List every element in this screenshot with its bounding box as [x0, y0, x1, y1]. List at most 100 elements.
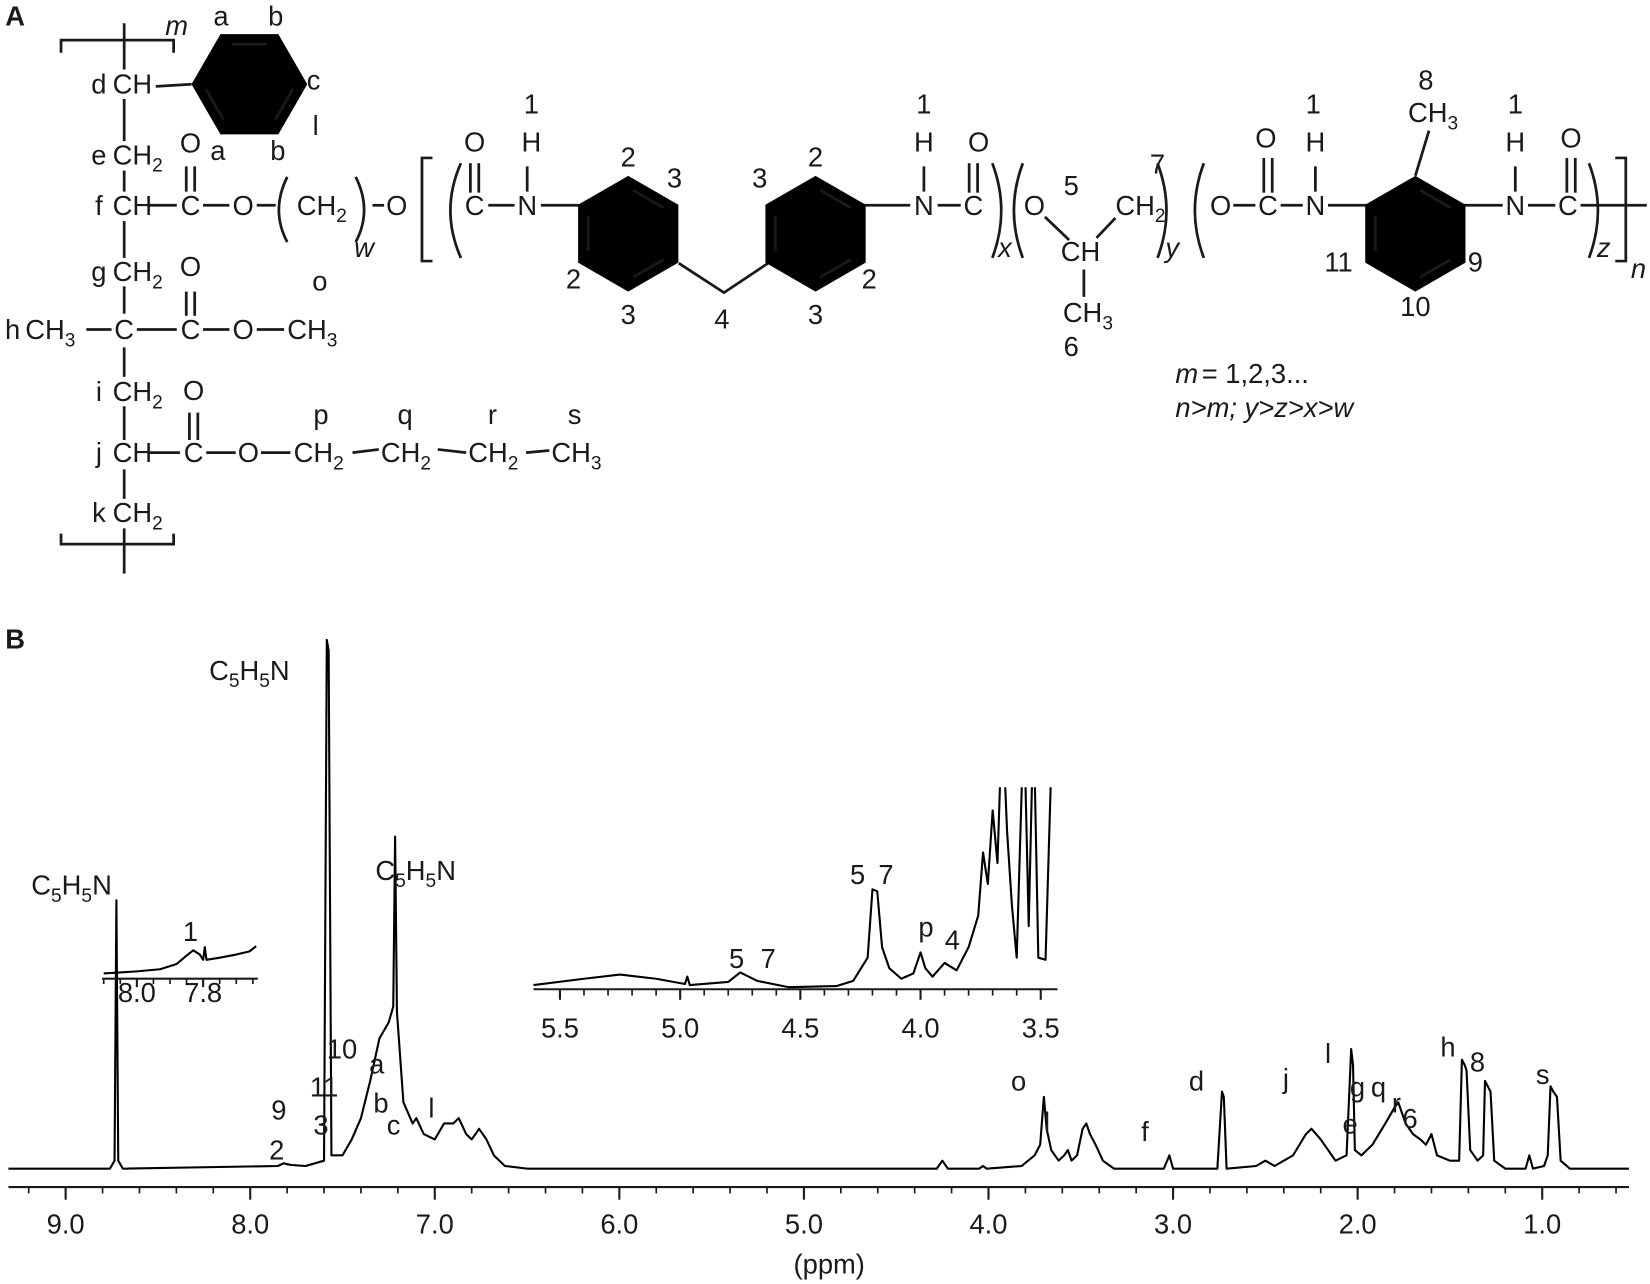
structure-label: z — [1596, 232, 1611, 263]
peak-label: c — [387, 1109, 401, 1140]
structure-label: CH — [113, 69, 153, 100]
structure-label: O — [1255, 122, 1276, 153]
peak-label: e — [1342, 1108, 1357, 1139]
ring-double-bond — [1419, 258, 1452, 279]
structure-label: O — [238, 437, 259, 468]
spectrum-line — [8, 638, 1629, 1170]
structure-label: g — [91, 256, 106, 287]
ring-double-bond — [819, 189, 852, 209]
structure-label: C — [114, 314, 134, 345]
structure-label: p — [313, 399, 328, 430]
peak-label: C5H5N — [31, 870, 112, 907]
structure-label: O — [1210, 190, 1231, 221]
structure-label: O — [1024, 190, 1045, 221]
x-tick-label: 5.0 — [661, 1013, 699, 1044]
peak-label: h — [1440, 1032, 1455, 1063]
structure-label: C — [1558, 190, 1578, 221]
structure-label: n>m; y>z>x>w — [1175, 392, 1355, 423]
x-tick-label: 8.0 — [118, 977, 156, 1008]
peak-label: 5 — [729, 943, 744, 974]
structure-label: y — [1163, 232, 1181, 263]
structure-label: CH2 — [381, 437, 431, 474]
structure-label: 3 — [808, 299, 823, 330]
structure-label: q — [398, 399, 413, 430]
ring — [765, 175, 866, 292]
structure-label: w — [354, 232, 376, 263]
structure-label: O — [386, 190, 407, 221]
structure-label: H — [522, 127, 542, 158]
peak-label: 1 — [183, 916, 198, 947]
structure-label: 3 — [667, 162, 682, 193]
structure-label: CH2 — [113, 139, 163, 176]
peak-label: 5 — [850, 859, 865, 890]
x-tick-label: 3.0 — [1154, 1208, 1192, 1239]
peak-label: r — [1392, 1087, 1401, 1118]
ring-double-bond — [819, 258, 852, 279]
spectrum-line — [533, 787, 1052, 989]
structure-label: CH — [113, 190, 153, 221]
peak-label: 11 — [310, 1072, 338, 1103]
peak-label: 4 — [945, 924, 960, 955]
x-tick-label: 1.0 — [1523, 1208, 1561, 1239]
structure-label: O — [180, 128, 201, 159]
structure-label: 1 — [1508, 89, 1523, 120]
structure-label: 2 — [862, 263, 877, 294]
peak-label: b — [373, 1087, 388, 1118]
structure-label: 2 — [566, 263, 581, 294]
x-tick-label: 4.0 — [902, 1013, 940, 1044]
structure-label: CH2 — [113, 256, 163, 293]
structure-label: 8 — [1418, 65, 1433, 96]
structure-label: 2 — [621, 141, 636, 172]
structure-label: m — [1175, 358, 1198, 389]
structure-label: c — [307, 65, 321, 96]
peak-label: l — [1044, 1106, 1050, 1137]
structure-bonds — [59, 23, 1647, 574]
structure-label: 7 — [1150, 149, 1165, 180]
structure-label: 3 — [752, 162, 767, 193]
structure-label: N — [914, 190, 934, 221]
structure-label: a — [210, 135, 226, 166]
structure-label: 3 — [621, 299, 636, 330]
x-tick-label: 4.0 — [969, 1208, 1007, 1239]
structure-label: CH3 — [25, 314, 75, 351]
x-tick-label: 5.5 — [541, 1013, 579, 1044]
x-tick-label: 8.0 — [231, 1208, 269, 1239]
structure-label: C — [963, 190, 983, 221]
structure-label: H — [914, 127, 934, 158]
peak-label: l — [428, 1093, 434, 1124]
structure-label: CH — [1061, 236, 1101, 267]
structure-label: o — [312, 266, 327, 297]
structure-label: O — [232, 314, 253, 345]
structure-label: CH2 — [1115, 190, 1165, 227]
peak-label: q — [1371, 1072, 1386, 1103]
structure-label: O — [232, 190, 253, 221]
structure-label: N — [1505, 190, 1525, 221]
structure-label: C — [1258, 190, 1278, 221]
structure-label: CH3 — [551, 437, 601, 474]
peak-label: 6 — [1402, 1103, 1417, 1134]
structure-label: 4 — [714, 303, 729, 334]
structure-label: 10 — [1400, 291, 1430, 322]
structure-label: j — [95, 437, 102, 468]
x-tick-label: 4.5 — [781, 1013, 819, 1044]
structure-label: d — [91, 69, 106, 100]
structure-label: x — [996, 232, 1013, 263]
peak-label: 3 — [313, 1109, 328, 1140]
peak-label: a — [369, 1048, 385, 1079]
peak-label: 10 — [327, 1034, 357, 1065]
structure-label: CH3 — [287, 314, 337, 351]
structure-label: CH — [113, 437, 153, 468]
peak-label: C5H5N — [209, 655, 290, 692]
peak-label: 2 — [269, 1135, 284, 1166]
ring-double-bond — [274, 88, 295, 121]
structure-label: r — [488, 399, 497, 430]
structure-label: 2 — [808, 141, 823, 172]
structure-label: 1 — [1306, 89, 1321, 120]
structure-label: b — [268, 0, 283, 31]
structure-label: H — [1505, 127, 1525, 158]
x-tick-label: 7.8 — [184, 977, 222, 1008]
structure-label: CH2 — [294, 437, 344, 474]
structure-label: k — [92, 497, 106, 528]
peak-label: C5H5N — [375, 855, 456, 892]
